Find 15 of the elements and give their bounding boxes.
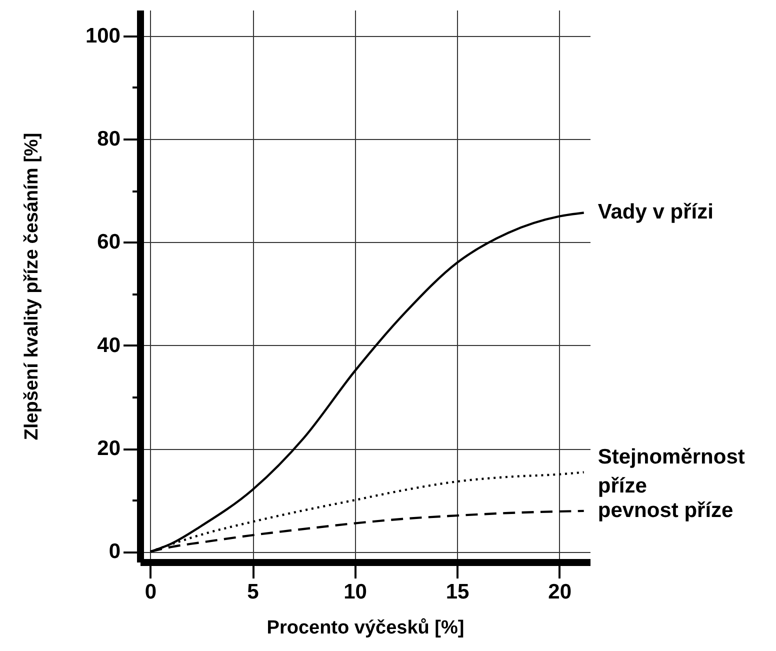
y-tick-label: 40 — [97, 334, 120, 357]
y-tick-label: 80 — [97, 127, 120, 150]
y-tick-label: 20 — [97, 437, 120, 460]
y-tick-label: 100 — [85, 24, 120, 48]
series-label: Vady v přízi — [598, 200, 714, 224]
y-axis-title: Zlepšení kvality příze česáním [%] — [21, 132, 42, 440]
x-tick-label: 20 — [548, 580, 572, 604]
x-axis-title: Procento výčesků [%] — [266, 618, 464, 638]
x-tick-label: 10 — [344, 580, 367, 604]
x-tick-label: 15 — [446, 580, 470, 604]
x-tick-label: 0 — [144, 580, 157, 604]
y-tick-label: 0 — [108, 540, 120, 564]
series-label: pevnost příze — [598, 498, 734, 522]
y-tick-label: 60 — [97, 230, 120, 254]
x-tick-label: 5 — [247, 580, 260, 604]
